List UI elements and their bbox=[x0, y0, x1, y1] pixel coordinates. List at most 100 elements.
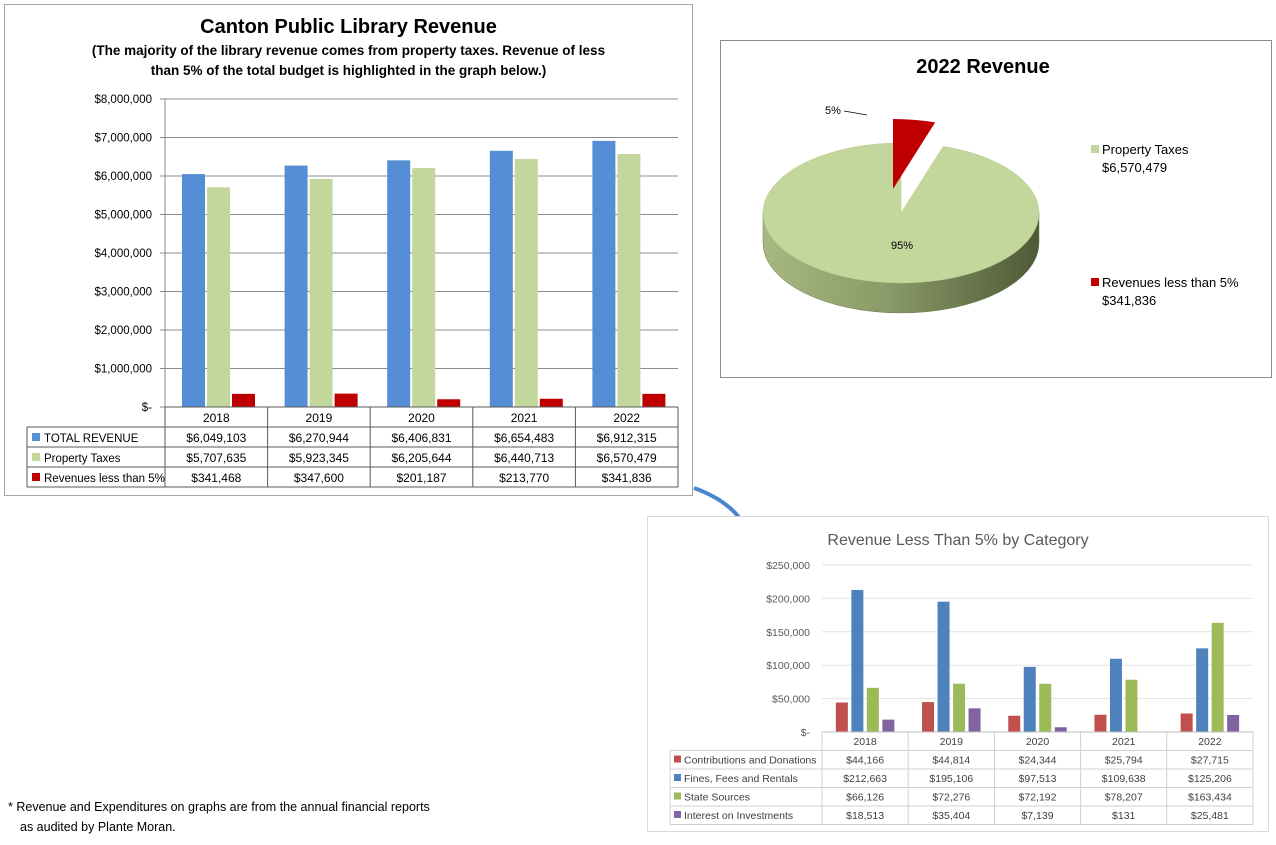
legend-key bbox=[674, 755, 681, 763]
data-label: $7,139 bbox=[1021, 810, 1053, 822]
bar-fines-fees-and-rentals bbox=[1196, 648, 1209, 732]
bar-interest-on-investments bbox=[968, 708, 981, 732]
data-label: $347,600 bbox=[294, 471, 344, 485]
y-tick-label: $6,000,000 bbox=[94, 171, 152, 183]
bar-state-sources bbox=[953, 683, 966, 732]
data-label: $5,707,635 bbox=[186, 451, 246, 465]
data-label: $6,270,944 bbox=[289, 431, 349, 445]
data-label: $341,468 bbox=[191, 471, 241, 485]
data-label: $212,663 bbox=[843, 773, 887, 785]
bar-fines-fees-and-rentals bbox=[1109, 658, 1122, 732]
footnote-line-1: * Revenue and Expenditures on graphs are… bbox=[8, 800, 430, 814]
y-tick-label: $4,000,000 bbox=[94, 248, 152, 260]
bar-state-sources bbox=[1211, 622, 1224, 732]
chart-subtitle-line-2: than 5% of the total budget is highlight… bbox=[150, 63, 547, 78]
data-label: $44,814 bbox=[932, 755, 970, 767]
bar-total-revenue bbox=[182, 174, 205, 407]
data-label: $72,192 bbox=[1019, 792, 1057, 804]
x-tick-label: 2022 bbox=[613, 411, 640, 425]
chart-title: Canton Public Library Revenue bbox=[200, 16, 497, 38]
pie-slice-property-taxes bbox=[762, 142, 1040, 284]
data-label: $6,049,103 bbox=[186, 431, 246, 445]
bar-state-sources bbox=[866, 687, 879, 732]
revenue-bar-chart: $8,000,000 $7,000,000 $6,000,000 $5,000,000… bbox=[26, 94, 679, 488]
data-label: $341,836 bbox=[602, 471, 652, 485]
data-label: $97,513 bbox=[1019, 773, 1057, 785]
y-tick-label: $150,000 bbox=[766, 627, 810, 639]
x-tick-label: 2021 bbox=[511, 411, 538, 425]
data-label: $78,207 bbox=[1105, 792, 1143, 804]
data-label: $6,440,713 bbox=[494, 451, 554, 465]
bar-fines-fees-and-rentals bbox=[1023, 666, 1036, 732]
x-tick-label: 2021 bbox=[1112, 736, 1136, 748]
bar-revenues-less-than-5- bbox=[539, 398, 563, 407]
bar-revenues-less-than-5- bbox=[437, 399, 461, 407]
data-label: $66,126 bbox=[846, 792, 884, 804]
pie-percent-label: 95% bbox=[891, 240, 913, 252]
bar-total-revenue bbox=[489, 150, 513, 407]
pie-chart-panel: 2022 Revenue 95% 5% Property Taxes $6,570,47… bbox=[720, 40, 1272, 378]
pie-percent-label: 5% bbox=[825, 105, 841, 117]
legend-key bbox=[32, 473, 40, 481]
data-label: $125,206 bbox=[1188, 773, 1232, 785]
legend-key bbox=[674, 774, 681, 781]
data-label: $5,923,345 bbox=[289, 451, 349, 465]
y-tick-label: $- bbox=[801, 727, 811, 739]
data-label: $25,481 bbox=[1191, 810, 1229, 822]
data-label: $109,638 bbox=[1102, 773, 1146, 785]
footnote: * Revenue and Expenditures on graphs are… bbox=[8, 797, 430, 837]
bar-contributions-and-donations bbox=[1094, 714, 1107, 732]
pie-leader-line bbox=[843, 110, 868, 116]
y-tick-label: $50,000 bbox=[772, 694, 810, 706]
data-label: $6,205,644 bbox=[391, 451, 451, 465]
y-tick-label: $1,000,000 bbox=[94, 364, 152, 376]
legend-value: $341,836 bbox=[1102, 293, 1156, 308]
y-tick-label: $250,000 bbox=[766, 560, 810, 572]
y-tick-label: $100,000 bbox=[766, 660, 810, 672]
data-label: $6,406,831 bbox=[391, 431, 451, 445]
bar-property-taxes bbox=[412, 168, 436, 407]
data-label: $163,434 bbox=[1188, 792, 1232, 804]
legend-label: State Sources bbox=[684, 792, 750, 804]
bar-property-taxes bbox=[309, 178, 333, 407]
revenue-chart-panel: Canton Public Library Revenue (The major… bbox=[4, 4, 693, 496]
pie-title: 2022 Revenue bbox=[916, 56, 1049, 78]
data-label: $6,570,479 bbox=[597, 451, 657, 465]
bar-interest-on-investments bbox=[1227, 714, 1240, 732]
x-tick-label: 2019 bbox=[306, 411, 333, 425]
bar-revenues-less-than-5- bbox=[334, 393, 358, 407]
bar-property-taxes bbox=[207, 187, 230, 407]
data-label: $201,187 bbox=[396, 471, 446, 485]
y-tick-label: $8,000,000 bbox=[94, 94, 152, 106]
bar-interest-on-investments bbox=[882, 719, 895, 732]
bar-total-revenue bbox=[284, 165, 308, 407]
legend-key bbox=[674, 811, 681, 818]
x-tick-label: 2018 bbox=[203, 411, 230, 425]
y-tick-label: $3,000,000 bbox=[94, 287, 152, 299]
data-label: $195,106 bbox=[929, 773, 973, 785]
x-tick-label: 2022 bbox=[1198, 736, 1222, 748]
legend-label: Revenues less than 5% bbox=[44, 473, 165, 485]
data-label: $213,770 bbox=[499, 471, 549, 485]
data-label: $72,276 bbox=[932, 792, 970, 804]
category-chart-title: Revenue Less Than 5% by Category bbox=[827, 532, 1088, 549]
legend-label: TOTAL REVENUE bbox=[44, 433, 139, 445]
bar-contributions-and-donations bbox=[922, 702, 935, 732]
bar-revenues-less-than-5- bbox=[232, 393, 255, 407]
data-label: $35,404 bbox=[932, 810, 970, 822]
data-label: $27,715 bbox=[1191, 755, 1229, 767]
bar-state-sources bbox=[1125, 679, 1138, 732]
legend-label: Interest on Investments bbox=[684, 810, 793, 822]
bar-total-revenue bbox=[387, 160, 411, 407]
category-chart-panel: Revenue Less Than 5% by Category $250,000… bbox=[647, 516, 1269, 832]
data-label: $25,794 bbox=[1105, 755, 1143, 767]
data-label: $24,344 bbox=[1019, 755, 1057, 767]
bar-property-taxes bbox=[617, 154, 641, 407]
data-label: $44,166 bbox=[846, 755, 884, 767]
y-tick-label: $200,000 bbox=[766, 593, 810, 605]
pie-slice-revenues-less-than-5 bbox=[893, 119, 936, 189]
legend-label: Property Taxes bbox=[44, 453, 121, 465]
y-tick-label: $- bbox=[142, 402, 152, 414]
bar-interest-on-investments bbox=[1054, 727, 1067, 732]
legend-key bbox=[674, 792, 681, 800]
